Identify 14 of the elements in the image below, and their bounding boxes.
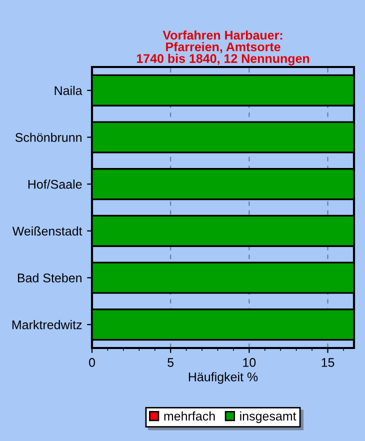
y-tick-label: Weißenstadt (12, 226, 82, 236)
x-tick-label: 0 (89, 358, 95, 367)
y-tick-label: Hof/Saale (28, 180, 82, 189)
x-tick-label: 10 (243, 358, 256, 367)
legend-label: insgesamt (240, 411, 296, 424)
y-tick-label: Marktredwitz (12, 320, 82, 330)
x-axis-title: Häufigkeit % (188, 372, 258, 384)
x-tick-label: 15 (322, 358, 334, 367)
legend-label: mehrfach (164, 411, 215, 421)
x-tick-label: 5 (168, 358, 174, 367)
y-tick-label: Schönbrunn (15, 132, 82, 142)
y-tick-label: Naila (54, 86, 82, 96)
chart-title: Vorfahren Harbauer: Pfarreien, Amtsorte 1740 bis 1840, 12 Nennungen (136, 30, 310, 66)
y-tick-label: Bad Steben (18, 273, 82, 282)
